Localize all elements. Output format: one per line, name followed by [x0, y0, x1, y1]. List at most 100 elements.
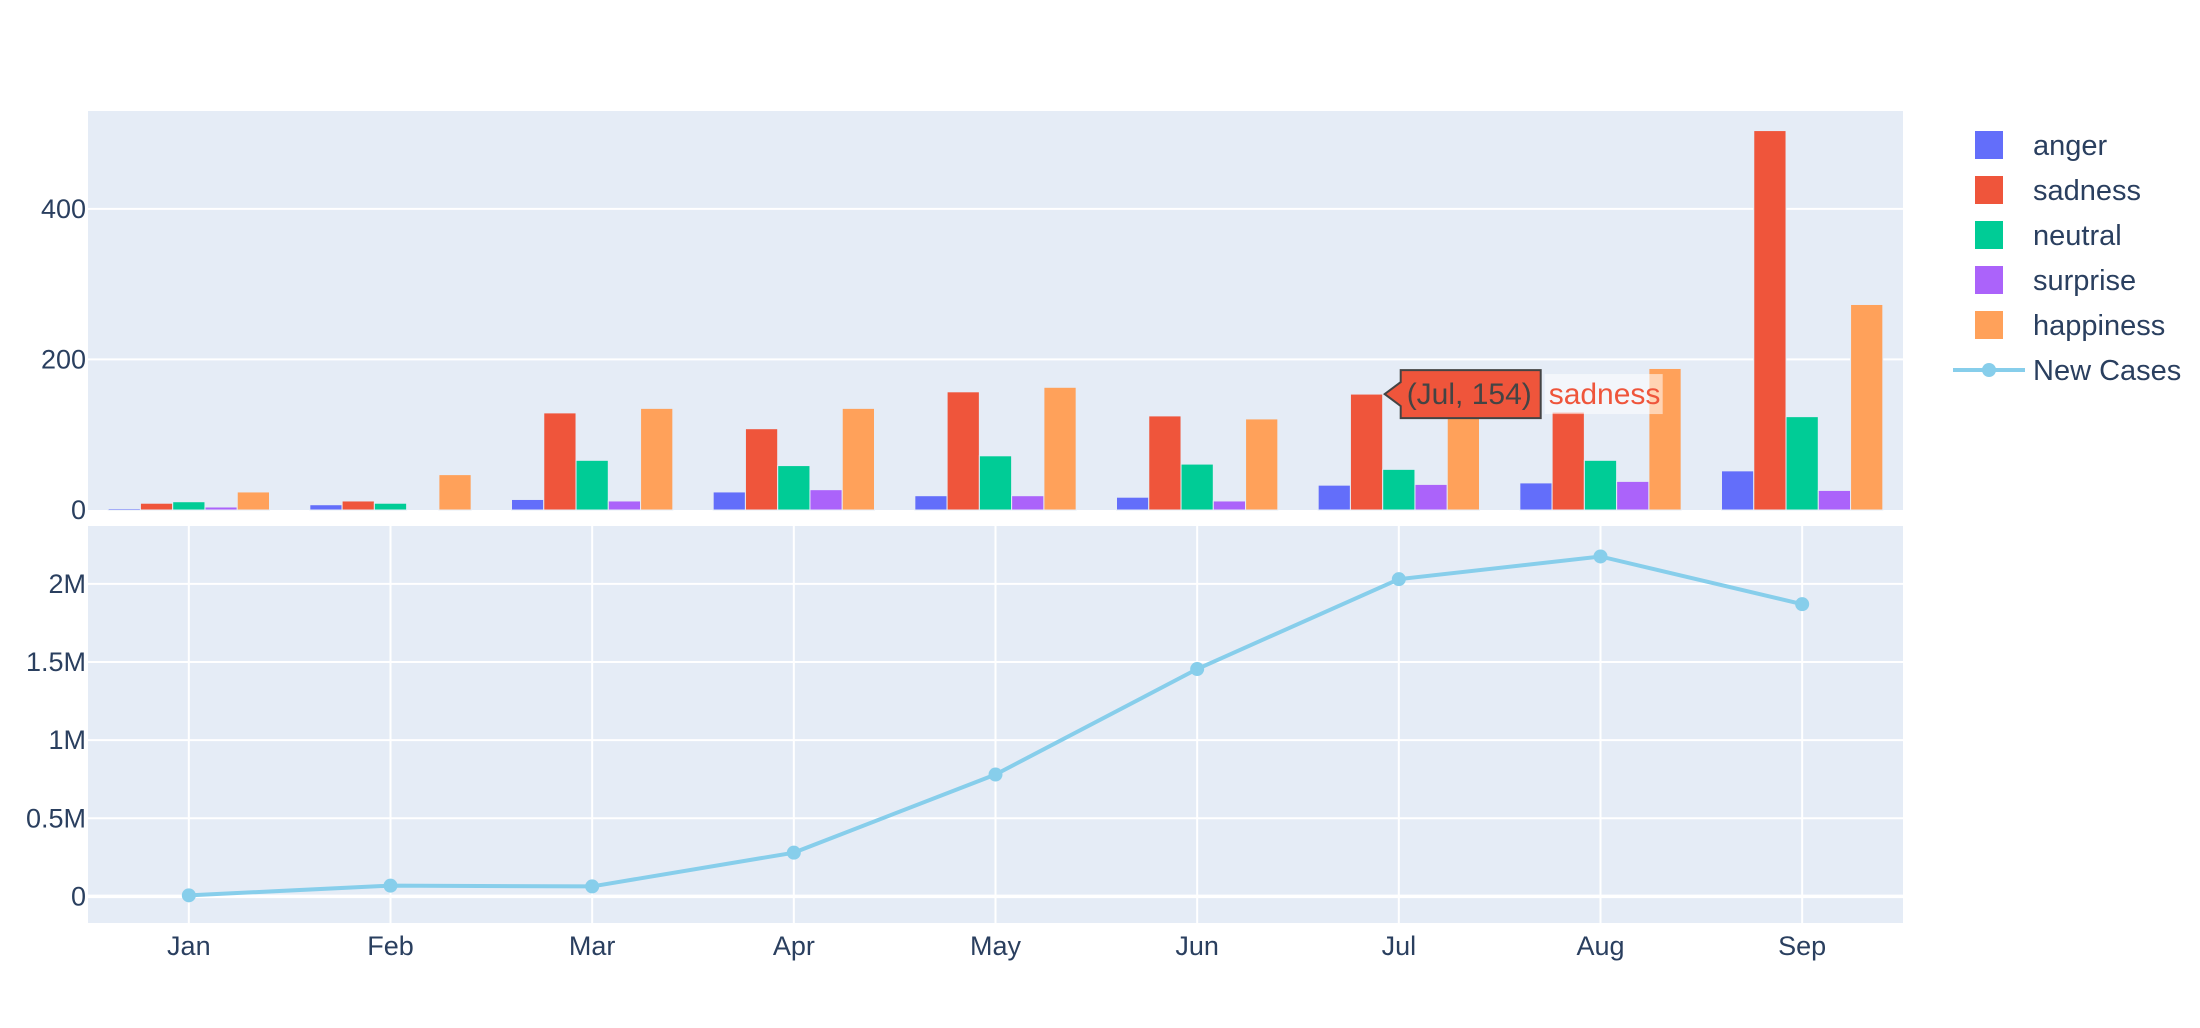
hover-tooltip-box: [1383, 369, 1542, 420]
line-y-axis-ticks: 0 0.5M 1M 1.5M 2M: [26, 569, 86, 912]
bar-happiness-may[interactable]: [1043, 386, 1077, 511]
legend-swatch: [1975, 131, 2003, 159]
bar-y-axis-ticks: 0 200 400: [41, 194, 86, 525]
bar-anger-aug[interactable]: [1519, 482, 1553, 511]
legend-item-new-cases[interactable]: New Cases: [1953, 355, 2181, 387]
legend-swatch: [1975, 266, 2003, 294]
bar-sadness-aug[interactable]: [1551, 411, 1585, 511]
x-tick-label: Apr: [773, 931, 815, 961]
legend-swatch: [1975, 176, 2003, 204]
x-tick-label: Jan: [167, 931, 211, 961]
point-new-cases-jan[interactable]: [181, 888, 196, 903]
bar-gridlines: [88, 207, 1903, 361]
bar-happiness-jul[interactable]: [1446, 411, 1480, 511]
x-tick-label: Sep: [1778, 931, 1826, 961]
bar-happiness-feb[interactable]: [438, 474, 472, 511]
legend-marker: [1982, 363, 1996, 377]
bar-happiness-mar[interactable]: [640, 407, 674, 511]
x-tick-label: May: [970, 931, 1022, 961]
legend-label: surprise: [2033, 265, 2136, 297]
bar-surprise-sep[interactable]: [1817, 489, 1852, 511]
bar-sadness-jun[interactable]: [1148, 415, 1182, 511]
line-y-tick-label: 1M: [48, 725, 86, 755]
bar-neutral-apr[interactable]: [777, 465, 811, 511]
bar-y-tick-label: 400: [41, 194, 86, 224]
bar-sadness-may[interactable]: [946, 391, 980, 511]
bar-surprise-jan[interactable]: [204, 506, 238, 511]
bar-surprise-mar[interactable]: [607, 500, 642, 511]
point-new-cases-sep[interactable]: [1795, 597, 1810, 612]
x-axis-ticks: Jan Feb Mar Apr May Jun Jul Aug Sep: [167, 931, 1826, 961]
bar-sadness-feb[interactable]: [341, 500, 375, 511]
point-new-cases-jun[interactable]: [1190, 662, 1205, 677]
legend-label: anger: [2033, 130, 2108, 162]
hover-tooltip-series-name: sadness: [1549, 378, 1661, 411]
point-new-cases-may[interactable]: [988, 767, 1003, 782]
legend-swatch: [1975, 311, 2003, 339]
bar-anger-sep[interactable]: [1721, 470, 1755, 511]
point-new-cases-jul[interactable]: [1391, 572, 1406, 587]
legend-item-happiness[interactable]: happiness: [1975, 310, 2165, 342]
legend[interactable]: anger sadness neutral surprise happiness New …: [1953, 130, 2181, 387]
bar-happiness-jun[interactable]: [1245, 418, 1279, 511]
bar-happiness-jan[interactable]: [236, 491, 271, 511]
bar-y-tick-label: 0: [71, 495, 86, 525]
bar-y-tick-label: 200: [41, 344, 86, 374]
legend-label: neutral: [2033, 220, 2122, 252]
point-new-cases-mar[interactable]: [585, 879, 600, 894]
bar-happiness-apr[interactable]: [841, 407, 876, 511]
bar-surprise-jun[interactable]: [1212, 500, 1247, 511]
hover-tooltip: (Jul, 154) sadness: [1383, 369, 1663, 420]
x-tick-label: Mar: [569, 931, 616, 961]
bar-plot-background: [88, 111, 1903, 510]
bar-anger-jun[interactable]: [1116, 496, 1150, 511]
x-tick-label: Jul: [1382, 931, 1417, 961]
bar-neutral-jul[interactable]: [1382, 468, 1416, 511]
line-y-tick-label: 0.5M: [26, 803, 86, 833]
line-series-group[interactable]: [181, 549, 1810, 903]
bar-surprise-apr[interactable]: [809, 489, 843, 511]
point-new-cases-apr[interactable]: [786, 845, 801, 860]
bar-neutral-may[interactable]: [978, 455, 1013, 511]
bar-neutral-sep[interactable]: [1785, 416, 1819, 511]
bar-sadness-sep[interactable]: [1753, 130, 1787, 511]
bar-neutral-mar[interactable]: [575, 459, 609, 511]
bar-sadness-mar[interactable]: [543, 412, 577, 511]
bar-anger-feb[interactable]: [309, 504, 343, 511]
legend-item-sadness[interactable]: sadness: [1975, 175, 2141, 207]
legend-label: New Cases: [2033, 355, 2181, 387]
x-tick-label: Aug: [1576, 931, 1624, 961]
bar-sadness-apr[interactable]: [744, 428, 779, 511]
bar-neutral-feb[interactable]: [373, 502, 408, 511]
legend-item-neutral[interactable]: neutral: [1975, 220, 2122, 252]
bar-anger-may[interactable]: [914, 495, 948, 511]
bar-anger-apr[interactable]: [712, 491, 746, 511]
bar-anger-mar[interactable]: [511, 498, 545, 511]
legend-item-surprise[interactable]: surprise: [1975, 265, 2136, 297]
x-tick-label: Jun: [1175, 931, 1219, 961]
bar-neutral-jan[interactable]: [172, 501, 206, 511]
bar-sadness-jul[interactable]: [1349, 393, 1384, 511]
legend-swatch: [1975, 221, 2003, 249]
bar-surprise-jul[interactable]: [1414, 483, 1448, 511]
bar-series-group[interactable]: [107, 130, 1884, 511]
bar-surprise-aug[interactable]: [1616, 480, 1650, 511]
point-new-cases-feb[interactable]: [383, 878, 398, 893]
line-y-tick-label: 1.5M: [26, 647, 86, 677]
legend-item-anger[interactable]: anger: [1975, 130, 2108, 162]
hover-tooltip-text: (Jul, 154): [1407, 378, 1532, 411]
bar-neutral-jun[interactable]: [1180, 463, 1214, 511]
legend-label: sadness: [2033, 175, 2141, 207]
x-tick-label: Feb: [367, 931, 414, 961]
legend-label: happiness: [2033, 310, 2165, 342]
bar-happiness-sep[interactable]: [1850, 303, 1884, 511]
bar-anger-jul[interactable]: [1317, 484, 1351, 511]
point-new-cases-aug[interactable]: [1593, 549, 1608, 564]
bar-surprise-may[interactable]: [1011, 495, 1045, 511]
hover-tooltip-name-background: [1544, 374, 1663, 415]
bar-neutral-aug[interactable]: [1583, 459, 1618, 511]
line-y-tick-label: 0: [71, 881, 86, 911]
bar-anger-jan[interactable]: [107, 507, 141, 511]
bar-sadness-jan[interactable]: [139, 502, 174, 511]
